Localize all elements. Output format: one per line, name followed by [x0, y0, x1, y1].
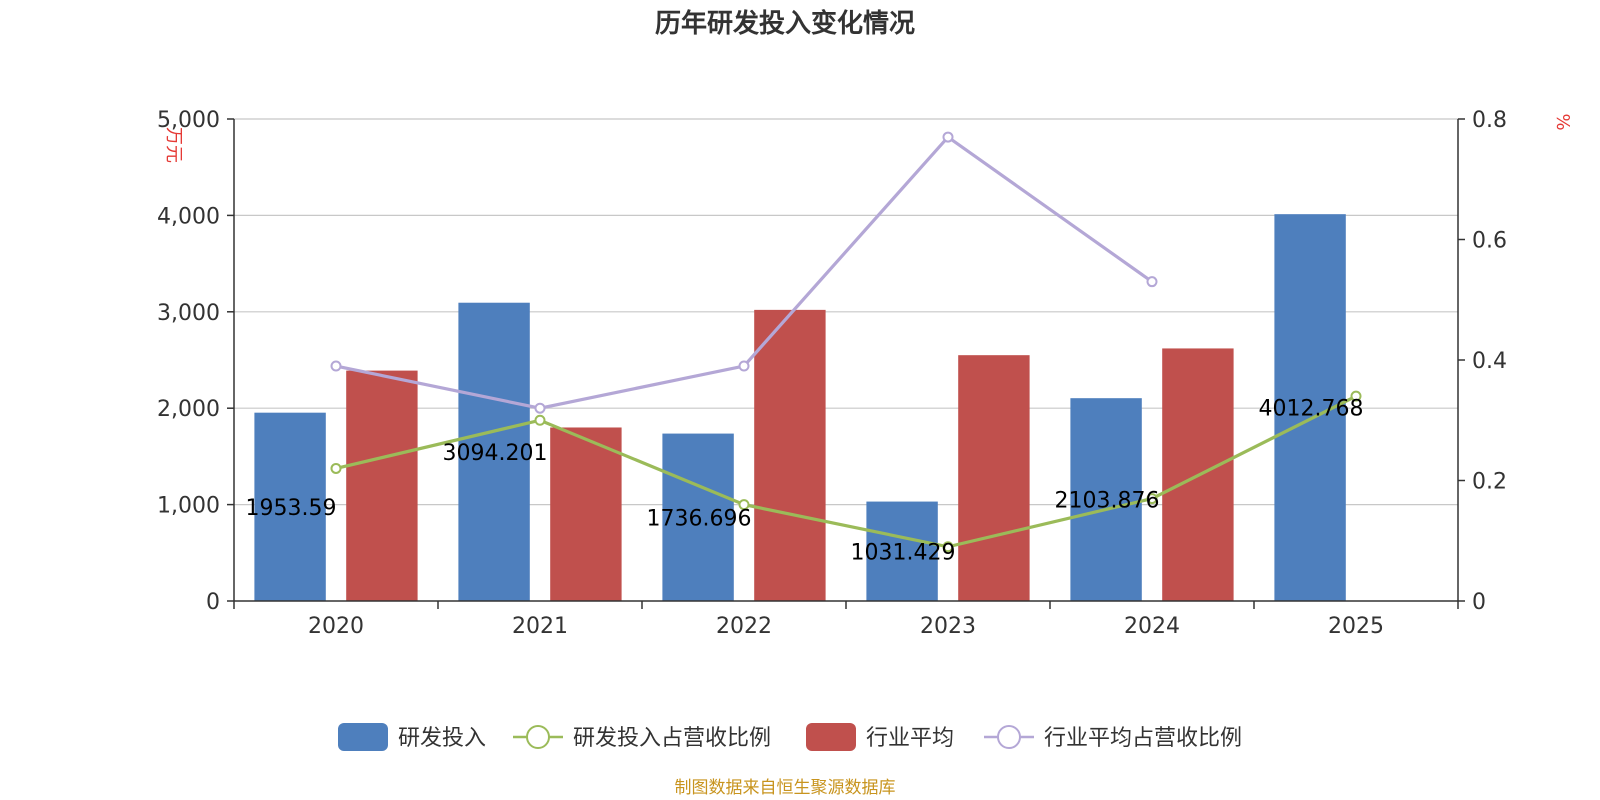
point-研发投入占营收比例: [330, 462, 342, 474]
legend-item: 行业平均占营收比例: [984, 725, 1242, 751]
legend-swatch-marker: [526, 725, 550, 749]
left-axis-tick-label: 1,000: [157, 494, 220, 519]
point-研发投入占营收比例: [1146, 493, 1158, 505]
right-axis-tick-label: 0.2: [1472, 470, 1507, 495]
right-axis-tick-label: 0.4: [1472, 349, 1507, 374]
source-note: 制图数据来自恒生聚源数据库: [675, 778, 896, 798]
point-行业平均占营收比例: [738, 360, 750, 372]
axes: 0 1,000 2,000 3,000 4,000 5,000 0 0.2 0.4 0.6 0.8 2…: [157, 108, 1507, 639]
point-行业平均占营收比例: [942, 131, 954, 143]
x-axis-tick-label: 2022: [716, 614, 772, 639]
legend-label: 研发投入: [398, 726, 486, 751]
legend-label: 行业平均: [866, 726, 954, 751]
bar-value-label: 1953.59: [246, 496, 337, 521]
point-行业平均占营收比例: [534, 402, 546, 414]
point-研发投入占营收比例: [942, 541, 954, 553]
bar-value-label: 4012.768: [1259, 397, 1364, 422]
x-axis-tick-label: 2025: [1328, 614, 1384, 639]
lines: [330, 131, 1362, 553]
bar-value-label: 3094.201: [443, 441, 548, 466]
bars: [254, 214, 1346, 601]
legend-swatch-marker: [997, 725, 1021, 749]
legend: 研发投入 研发投入占营收比例 行业平均 行业平均占营收比例: [338, 723, 1242, 751]
bar-value-label: 2103.876: [1055, 489, 1160, 514]
line-研发投入占营收比例: [335, 394, 1357, 549]
bar-研发投入: [662, 433, 734, 601]
bar-研发投入: [1070, 398, 1142, 601]
bar-研发投入: [254, 412, 326, 601]
bar-value-label: 1736.696: [647, 506, 752, 531]
point-研发投入占营收比例: [534, 414, 546, 426]
x-axis-tick-label: 2020: [308, 614, 364, 639]
point-研发投入占营收比例: [738, 499, 750, 511]
x-axis-tick-label: 2023: [920, 614, 976, 639]
bar-value-label: 1031.429: [851, 540, 956, 565]
left-axis-tick-label: 0: [206, 590, 220, 615]
bar-行业平均: [346, 370, 418, 601]
legend-item: 研发投入: [338, 723, 486, 751]
legend-item: 研发投入占营收比例: [513, 725, 771, 751]
right-axis-tick-label: 0.6: [1472, 229, 1507, 254]
left-axis-tick-label: 4,000: [157, 204, 220, 229]
left-axis-tick-label: 5,000: [157, 108, 220, 133]
point-行业平均占营收比例: [1146, 276, 1158, 288]
x-axis-tick-label: 2024: [1124, 614, 1180, 639]
point-研发投入占营收比例: [1350, 390, 1362, 402]
legend-item: 行业平均: [806, 723, 954, 751]
x-axis-tick-label: 2021: [512, 614, 568, 639]
bar-研发投入: [458, 302, 530, 601]
bar-行业平均: [754, 309, 826, 601]
legend-label: 行业平均占营收比例: [1044, 726, 1242, 751]
gridlines: [234, 118, 1458, 506]
bar-行业平均: [550, 427, 622, 601]
left-axis-tick-label: 3,000: [157, 301, 220, 326]
right-axis-tick-label: 0: [1472, 590, 1486, 615]
right-axis-unit: %: [1552, 113, 1573, 130]
bar-研发投入: [866, 501, 938, 601]
point-行业平均占营收比例: [330, 360, 342, 372]
bar-行业平均: [958, 355, 1030, 601]
data-labels: 1953.59 3094.201 1736.696 1031.429 2103.876 4…: [246, 397, 1364, 566]
legend-label: 研发投入占营收比例: [573, 726, 771, 751]
chart-title: 历年研发投入变化情况: [655, 8, 915, 39]
legend-swatch-bar: [338, 723, 388, 751]
right-axis-tick-label: 0.8: [1472, 108, 1507, 133]
left-axis-tick-label: 2,000: [157, 397, 220, 422]
legend-swatch-bar: [806, 723, 856, 751]
left-axis-unit: 万元: [163, 127, 184, 163]
